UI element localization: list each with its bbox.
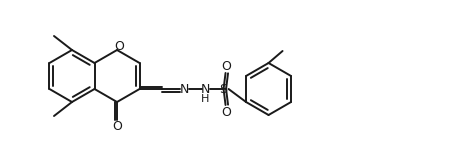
Text: H: H [202, 94, 210, 104]
Text: O: O [114, 40, 124, 52]
Text: O: O [112, 119, 122, 133]
Text: N: N [201, 83, 210, 95]
Text: S: S [220, 83, 228, 95]
Text: O: O [222, 105, 232, 119]
Text: N: N [180, 83, 189, 95]
Text: O: O [222, 59, 232, 73]
